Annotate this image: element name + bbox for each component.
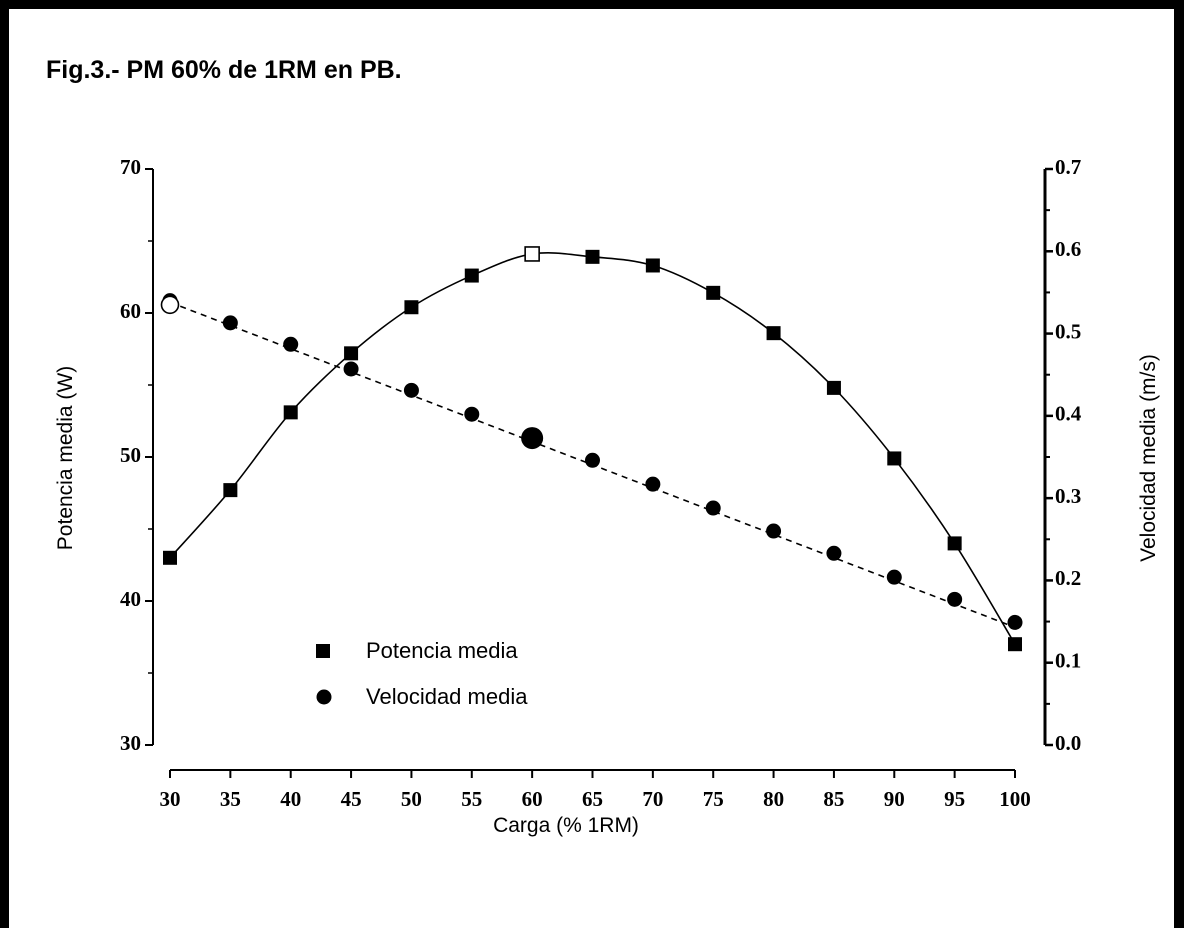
- y-left-tick-label: 60: [120, 299, 141, 323]
- x-tick-label: 80: [763, 787, 784, 811]
- velocidad-point: [521, 427, 544, 450]
- legend: Potencia media Velocidad media: [316, 638, 528, 709]
- potencia-point: [163, 550, 177, 565]
- velocidad-point: [826, 545, 842, 561]
- potencia-point: [344, 346, 359, 361]
- velocidad-open-point: [160, 295, 180, 315]
- y-axis-right-label: Velocidad media (m/s): [1137, 354, 1160, 562]
- velocidad-point: [222, 315, 238, 331]
- x-tick-label: 90: [884, 787, 905, 811]
- velocidad-point: [947, 591, 963, 607]
- legend-label-velocidad: Velocidad media: [366, 684, 528, 709]
- y-right-tick-label: 0.3: [1055, 484, 1081, 508]
- y-axis-left-label: Potencia media (W): [54, 366, 77, 550]
- velocidad-point: [886, 569, 902, 585]
- x-tick-label: 85: [823, 787, 844, 811]
- potencia-point: [283, 405, 298, 420]
- x-tick-label: 75: [703, 787, 724, 811]
- velocidad-point: [645, 476, 661, 492]
- potencia-point: [766, 326, 781, 341]
- potencia-point: [706, 285, 721, 300]
- x-tick-label: 35: [220, 787, 241, 811]
- potencia-point: [585, 249, 600, 264]
- x-tick-label: 95: [944, 787, 965, 811]
- x-tick-label: 30: [160, 787, 181, 811]
- y-right-tick-label: 0.5: [1055, 319, 1081, 343]
- ticks: 30 35 40 45 50 55 60 65 70 75 80 85 90 95 100 30 40 50 60 7…: [120, 155, 1082, 811]
- velocidad-point: [705, 500, 721, 516]
- potencia-point: [464, 268, 479, 283]
- x-tick-label: 60: [522, 787, 543, 811]
- y-left-tick-label: 30: [120, 731, 141, 755]
- velocidad-point: [343, 361, 359, 377]
- legend-square-icon: [316, 644, 330, 658]
- x-tick-label: 40: [280, 787, 301, 811]
- velocidad-point: [1007, 614, 1023, 630]
- potencia-point: [223, 483, 238, 498]
- potencia-point: [826, 380, 841, 395]
- series-markers: [160, 246, 1023, 652]
- potencia-line: [169, 252, 1016, 645]
- x-tick-label: 55: [461, 787, 482, 811]
- y-right-tick-label: 0.1: [1055, 649, 1081, 673]
- y-left-tick-label: 50: [120, 443, 141, 467]
- potencia-point: [947, 536, 962, 551]
- y-right-tick-label: 0.4: [1055, 402, 1082, 426]
- legend-label-potencia: Potencia media: [366, 638, 518, 663]
- y-right-tick-label: 0.6: [1055, 237, 1081, 261]
- legend-circle-icon: [316, 689, 332, 705]
- y-right-tick-label: 0.0: [1055, 731, 1081, 755]
- potencia-open-point: [524, 246, 540, 262]
- y-right-tick-label: 0.2: [1055, 566, 1081, 590]
- x-tick-label: 45: [341, 787, 362, 811]
- x-tick-label: 50: [401, 787, 422, 811]
- y-right-tick-label: 0.7: [1055, 155, 1081, 179]
- x-tick-label: 65: [582, 787, 603, 811]
- velocidad-point: [464, 406, 480, 422]
- velocidad-point: [403, 382, 419, 398]
- velocidad-point: [283, 336, 299, 352]
- x-tick-label: 100: [999, 787, 1031, 811]
- velocidad-point: [766, 523, 782, 539]
- y-left-tick-label: 70: [120, 155, 141, 179]
- x-axis-label: Carga (% 1RM): [493, 814, 639, 837]
- potencia-point: [645, 258, 660, 273]
- figure-title: Fig.3.- PM 60% de 1RM en PB.: [46, 56, 402, 84]
- y-left-tick-label: 40: [120, 587, 141, 611]
- velocidad-point: [585, 452, 600, 468]
- x-tick-label: 70: [642, 787, 663, 811]
- potencia-point: [887, 451, 902, 466]
- series-lines: [169, 252, 1016, 645]
- potencia-point: [404, 300, 419, 315]
- potencia-point: [1008, 637, 1022, 652]
